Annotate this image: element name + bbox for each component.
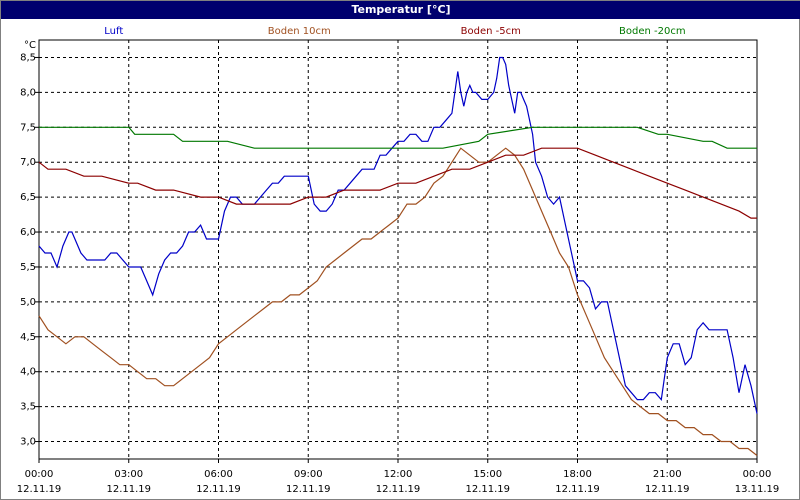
legend-entry-2: Boden 10cm [268,26,331,37]
series-line-1 [38,56,758,414]
legend-entry-4: Boden -20cm [619,26,686,37]
x-tick-date: 12.11.19 [645,484,690,495]
x-tick-time: 12:00 [384,469,413,480]
grid [39,40,757,459]
x-tick-time: 00:00 [743,469,772,480]
x-tick-time: 15:00 [473,469,502,480]
x-tick-date: 12.11.19 [465,484,510,495]
y-tick-label: 6,0 [20,227,36,238]
y-tick-labels: 8,5 8,0 7,5 7,0 6,5 6,0 5,5 5,0 4,5 4,0 3,5 3,0 [20,52,36,447]
y-tick-label: 7,0 [20,157,36,168]
x-tick-date: 13.11.19 [735,484,780,495]
y-tick-label: 4,0 [20,367,36,378]
y-unit-label: °C [24,40,36,51]
x-tick-time: 06:00 [204,469,233,480]
chart-title: Temperatur [°C] [1,1,800,19]
y-tick-label: 8,0 [20,87,36,98]
x-tick-date: 12.11.19 [196,484,241,495]
series-lines [38,56,758,456]
series-line-3 [38,147,757,219]
series-line-4 [39,126,757,149]
x-tick-date: 12.11.19 [17,484,62,495]
x-tick-time: 21:00 [653,469,682,480]
y-tick-label: 6,5 [20,192,36,203]
x-tick-time: 09:00 [294,469,323,480]
axes [35,39,758,463]
x-tick-time: 03:00 [114,469,143,480]
legend: Luft Boden 10cm Boden -5cm Boden -20cm [104,26,685,37]
y-tick-label: 5,0 [20,297,36,308]
x-tick-time: 18:00 [563,469,592,480]
x-tick-time: 00:00 [25,469,54,480]
legend-entry-3: Boden -5cm [461,26,521,37]
x-tick-labels: 00:00 12.11.19 03:00 12.11.19 06:00 12.11.19 0… [17,469,780,495]
x-tick-date: 12.11.19 [376,484,421,495]
x-tick-date: 12.11.19 [555,484,600,495]
y-tick-label: 4,5 [20,332,36,343]
x-tick-date: 12.11.19 [286,484,331,495]
y-tick-label: 7,5 [20,122,36,133]
y-tick-label: 3,0 [20,437,36,448]
plot-border [38,39,758,460]
y-tick-label: 5,5 [20,262,36,273]
legend-entry-1: Luft [104,26,123,37]
series-line-2 [38,147,758,456]
y-tick-label: 8,5 [20,52,36,63]
x-tick-date: 12.11.19 [106,484,151,495]
y-tick-label: 3,5 [20,402,36,413]
